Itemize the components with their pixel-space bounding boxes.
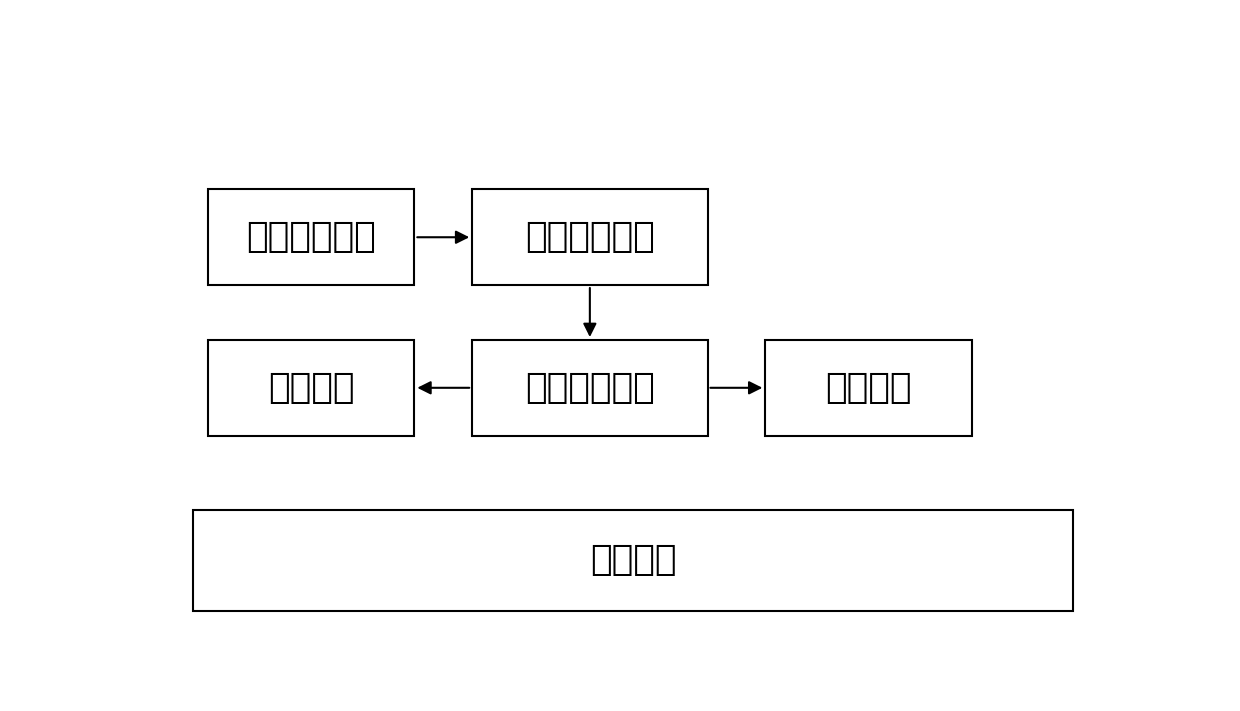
Text: 显示模块: 显示模块 <box>268 371 355 405</box>
Text: 模数转换模块: 模数转换模块 <box>525 220 655 255</box>
Bar <box>193 510 1073 611</box>
Text: 电压衰减模块: 电压衰减模块 <box>247 220 376 255</box>
Bar <box>208 340 414 436</box>
Text: 微控制器模块: 微控制器模块 <box>525 371 655 405</box>
Bar <box>765 340 972 436</box>
Text: 供电模块: 供电模块 <box>590 543 676 577</box>
Bar <box>472 340 708 436</box>
Bar <box>208 189 414 285</box>
Bar <box>472 189 708 285</box>
Text: 报警模块: 报警模块 <box>826 371 911 405</box>
